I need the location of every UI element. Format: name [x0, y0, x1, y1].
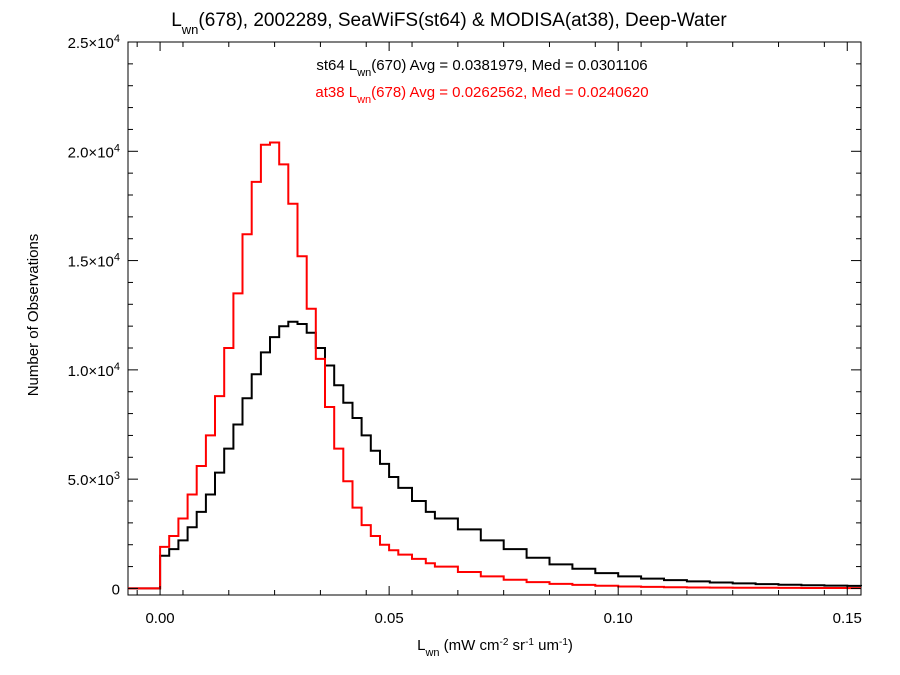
series-line-0 [128, 320, 862, 590]
y-axis-label: Number of Observations [25, 234, 42, 397]
series-line-1 [128, 141, 861, 590]
y-tick-label: 2.5×104 [68, 33, 120, 52]
x-tick-label: 0.05 [375, 610, 404, 627]
series-layer [128, 141, 862, 590]
x-axis-label: Lwn (mW cm-2 sr-1 um-1) [417, 637, 573, 660]
x-tick-label: 0.00 [145, 610, 174, 627]
y-tick-label: 0 [112, 581, 120, 598]
y-tick-label: 2.0×104 [68, 142, 120, 161]
y-tick-label: 1.0×104 [68, 361, 120, 380]
x-tick-label: 0.15 [833, 610, 862, 627]
y-tick-label: 5.0×103 [68, 470, 120, 489]
annotation-st64: st64 Lwn(670) Avg = 0.0381979, Med = 0.0… [316, 57, 647, 79]
y-axis: 0 5.0×103 1.0×104 1.5×104 2.0×104 2.5×104 [68, 33, 861, 598]
plot-frame [127, 41, 862, 596]
x-tick-label: 0.10 [604, 610, 633, 627]
x-axis: 0.00 0.05 0.10 0.15 [136, 42, 862, 627]
plot-border [127, 41, 862, 596]
y-tick-label: 1.5×104 [68, 252, 120, 271]
annotation-at38: at38 Lwn(678) Avg = 0.0262562, Med = 0.0… [315, 84, 648, 106]
chart-title: Lwn(678), 2002289, SeaWiFS(st64) & MODIS… [171, 10, 727, 37]
